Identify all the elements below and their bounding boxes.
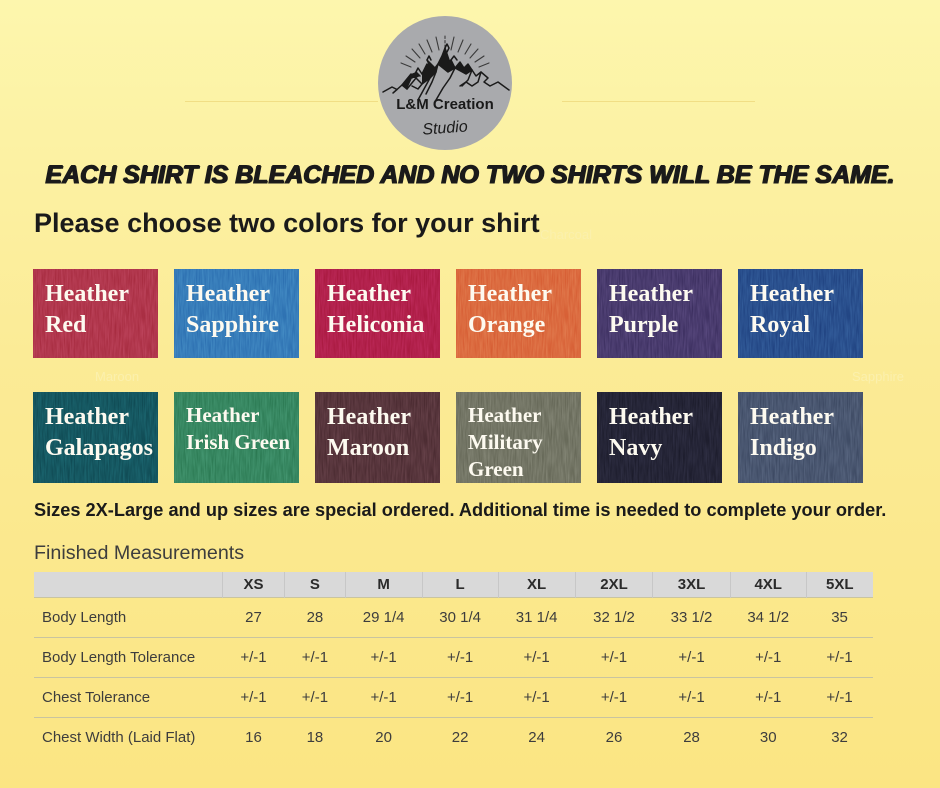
- svg-text:Studio: Studio: [422, 118, 469, 138]
